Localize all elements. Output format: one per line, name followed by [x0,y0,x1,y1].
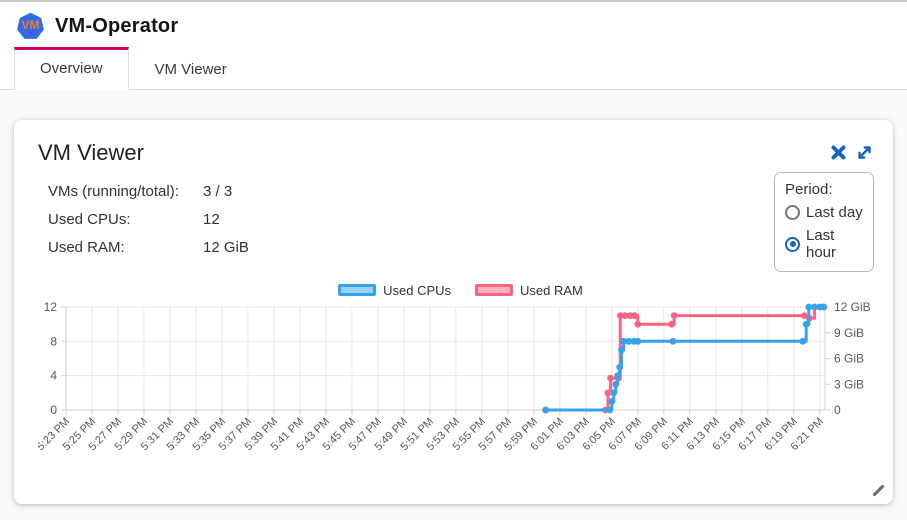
y-left-tick-label: 4 [50,369,57,383]
y-right-tick-label: 9 GiB [834,326,864,340]
stat-label: Used CPUs: [48,211,131,228]
data-point-used-ram[interactable] [604,389,612,397]
stat-value: 3 / 3 [203,183,233,200]
legend-label: Used RAM [520,282,583,298]
usage-chart: Used CPUs Used RAM 5:23 PM 5:25 PM 5:27 PM 5… [35,282,883,480]
close-icon[interactable] [830,144,847,161]
stat-row-used-cpus: Used CPUs: 12 [48,211,893,228]
legend-swatch-icon [475,284,514,296]
stat-label: VMs (running/total): [48,183,179,200]
y-right-tick-label: 0 [834,403,841,417]
data-point-used-cpus[interactable] [634,337,642,345]
data-point-used-ram[interactable] [631,312,638,319]
tab-vm-viewer[interactable]: VM Viewer [154,61,227,78]
data-point-used-cpus[interactable] [608,398,616,405]
data-point-used-cpus[interactable] [802,320,810,328]
data-point-used-cpus[interactable] [610,389,618,397]
series-line-used-cpus [544,305,826,412]
period-radio-last-day[interactable]: Last day [785,204,863,221]
data-point-used-cpus[interactable] [625,337,633,345]
panel-actions [830,140,873,161]
radio-unselected-icon[interactable] [785,205,800,220]
period-label: Period: [785,181,833,198]
tab-overview[interactable]: Overview [14,47,129,90]
vm-stats: VMs (running/total): 3 / 3 Used CPUs: 12 Use… [48,183,893,256]
radio-selected-icon[interactable] [785,236,800,252]
legend-item-used-cpus[interactable]: Used CPUs [338,283,451,298]
data-point-used-cpus[interactable] [669,337,677,345]
chart-legend: Used CPUs Used RAM [38,282,883,298]
resize-handle-icon[interactable] [870,482,886,498]
data-point-used-cpus[interactable] [799,337,807,345]
stat-value: 12 [203,211,220,228]
svg-text:VM: VM [22,18,40,32]
main-content-area: VM Viewer VMs (running/total): 3 / 3 Used … [0,90,907,520]
vm-operator-logo-icon: VM [17,12,44,39]
data-point-used-cpus[interactable] [618,346,625,354]
y-left-tick-label: 8 [50,334,57,348]
data-point-used-cpus[interactable] [612,380,620,388]
app-header: VM VM-Operator [0,2,907,47]
y-right-tick-label: 3 GiB [834,377,864,391]
stat-row-used-ram: Used RAM: 12 GiB [48,239,893,256]
panel-title: VM Viewer [38,140,144,165]
data-point-used-ram[interactable] [668,320,675,328]
app-title: VM-Operator [55,15,179,37]
data-point-used-ram[interactable] [800,312,808,319]
data-point-used-cpus[interactable] [805,303,813,311]
stat-value: 12 GiB [203,239,249,256]
period-selector: Period: Last day Last hour [774,172,874,272]
expand-icon[interactable] [856,144,873,161]
legend-label: Used CPUs [383,282,452,298]
data-point-used-ram[interactable] [621,312,629,319]
data-point-used-cpus[interactable] [614,372,622,380]
series-line-used-ram [544,305,826,412]
data-point-used-ram[interactable] [607,374,614,382]
legend-swatch-icon [338,284,377,296]
period-radio-last-hour[interactable]: Last hour [785,227,863,261]
data-point-used-cpus[interactable] [811,303,818,311]
data-point-used-cpus[interactable] [620,337,627,345]
panel-header: VM Viewer [14,120,893,166]
usage-chart-plot[interactable]: 5:23 PM5:25 PM5:27 PM5:29 PM5:31 PM5:33 … [35,299,883,475]
data-point-used-cpus[interactable] [605,406,613,414]
data-point-used-cpus[interactable] [542,406,549,414]
radio-label: Last day [806,204,863,221]
tab-bar: Overview VM Viewer [0,47,907,90]
legend-item-used-ram[interactable]: Used RAM [475,283,583,298]
y-left-tick-label: 0 [50,403,57,417]
data-point-used-cpus[interactable] [616,363,624,371]
y-left-tick-label: 12 [44,300,58,314]
stat-row-vms-running-total: VMs (running/total): 3 / 3 [48,183,893,200]
stat-label: Used RAM: [48,239,125,256]
y-right-tick-label: 12 GiB [834,300,871,314]
vm-viewer-panel: VM Viewer VMs (running/total): 3 / 3 Used … [14,120,893,504]
data-point-used-ram[interactable] [670,312,678,319]
radio-label: Last hour [806,227,837,261]
data-point-used-ram[interactable] [634,320,642,328]
page-top-border [0,0,907,2]
data-point-used-cpus[interactable] [820,303,828,311]
y-right-tick-label: 6 GiB [834,352,864,366]
